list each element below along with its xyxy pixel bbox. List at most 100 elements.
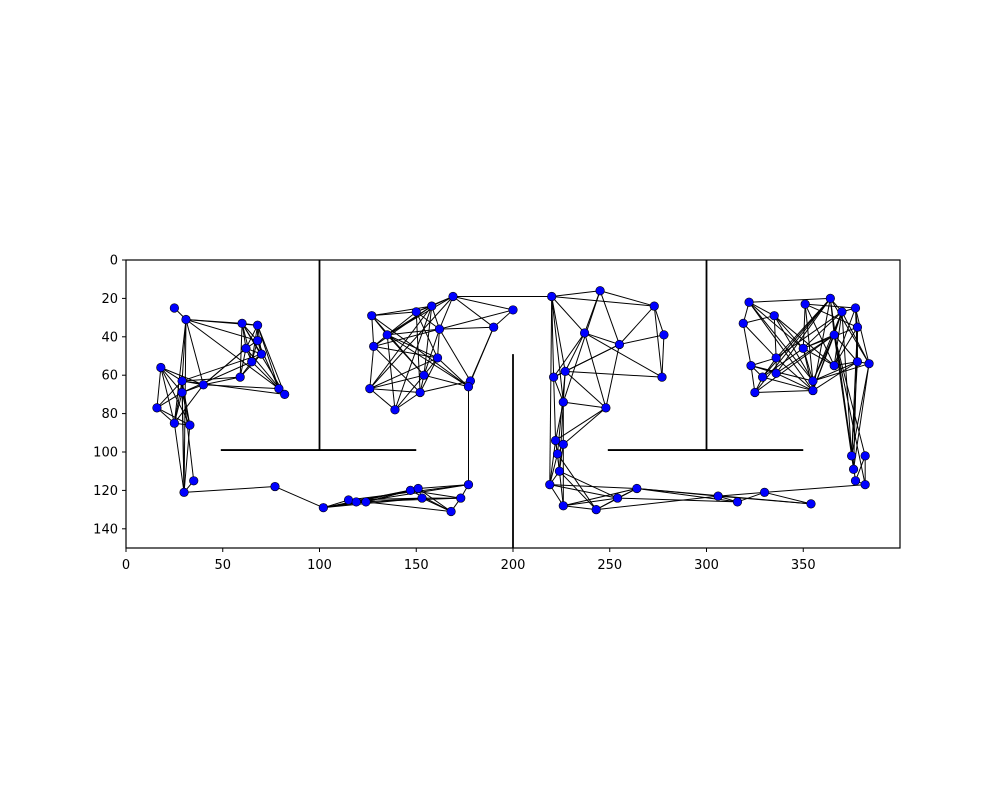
- graph-node: [713, 491, 723, 501]
- graph-node: [351, 497, 361, 507]
- graph-edge: [803, 326, 858, 349]
- graph-edge: [257, 325, 286, 395]
- graph-edge: [371, 311, 417, 317]
- graph-edge: [803, 347, 835, 367]
- graph-edge: [439, 326, 494, 330]
- graph-node: [169, 418, 179, 428]
- y-tick-label: 0: [110, 254, 118, 269]
- graph-edge: [369, 357, 438, 390]
- graph-edge: [160, 367, 175, 424]
- graph-edge: [841, 311, 870, 364]
- graph-edge: [804, 303, 858, 328]
- graph-node: [198, 380, 208, 390]
- graph-edge: [251, 361, 280, 389]
- graph-node: [558, 501, 568, 511]
- graph-node: [446, 506, 456, 517]
- graph-node: [181, 314, 191, 325]
- graph-edge: [348, 497, 423, 501]
- graph-node: [367, 311, 377, 321]
- graph-edge: [617, 497, 738, 503]
- graph-node: [771, 368, 781, 378]
- graph-edge: [564, 332, 586, 372]
- graph-node: [411, 307, 421, 317]
- graph-node: [382, 330, 392, 340]
- graph-node: [432, 353, 443, 363]
- graph-edge: [584, 332, 663, 378]
- graph-edge: [718, 495, 812, 505]
- graph-edge: [775, 357, 814, 391]
- graph-edge: [563, 401, 606, 409]
- graph-edge: [584, 332, 620, 345]
- graph-edge: [394, 392, 421, 411]
- graph-edge: [181, 392, 191, 426]
- graph-edge: [365, 497, 423, 503]
- graph-edge: [833, 334, 853, 456]
- graph-edge: [775, 372, 814, 392]
- nodes-layer: [152, 286, 874, 517]
- graph-node: [405, 485, 416, 496]
- graph-node: [237, 318, 247, 328]
- graph-edge: [773, 315, 777, 358]
- graph-edge: [415, 311, 438, 359]
- graph-node: [649, 301, 659, 311]
- graph-node: [270, 481, 280, 492]
- graph-edge: [386, 334, 469, 388]
- graph-edge: [553, 332, 586, 378]
- graph-node: [318, 503, 328, 513]
- graph-node: [852, 357, 863, 367]
- graph-edge: [742, 323, 777, 359]
- graph-edge: [394, 374, 425, 411]
- graph-node: [189, 476, 199, 486]
- graph-node: [732, 497, 743, 507]
- graph-node: [489, 322, 499, 332]
- graph-edge: [775, 298, 831, 359]
- graph-node: [463, 382, 474, 392]
- graph-node: [427, 301, 437, 311]
- graph-node: [252, 336, 263, 346]
- graph-node: [560, 366, 570, 376]
- graph-edge: [718, 491, 765, 497]
- graph-edge: [173, 319, 187, 424]
- x-tick-label: 250: [597, 558, 622, 573]
- graph-edge: [764, 484, 866, 493]
- x-tick-label: 150: [404, 558, 429, 573]
- graph-node: [235, 372, 245, 382]
- y-tick-label: 40: [101, 330, 118, 345]
- graph-edge: [737, 491, 765, 503]
- graph-node: [746, 361, 756, 371]
- graph-node: [825, 293, 835, 304]
- graph-node: [417, 493, 427, 503]
- graph-edge: [653, 305, 665, 336]
- graph-node: [864, 359, 874, 369]
- graph-edge: [274, 486, 324, 509]
- graph-node: [179, 487, 189, 497]
- graph-edge: [762, 376, 814, 392]
- graph-edge: [241, 323, 253, 362]
- graph-edge: [563, 487, 637, 507]
- graph-edge: [605, 344, 620, 408]
- graph-node: [343, 495, 354, 505]
- x-tick-label: 100: [307, 558, 332, 573]
- graph-node: [558, 439, 568, 449]
- graph-edge: [371, 315, 469, 388]
- y-tick-label: 60: [101, 369, 118, 384]
- y-tick-label: 80: [101, 407, 118, 422]
- graph-node: [829, 330, 839, 340]
- graph-edge: [551, 296, 564, 403]
- graph-node: [595, 286, 605, 296]
- graph-edge: [805, 303, 856, 309]
- y-tick-label: 20: [101, 292, 118, 307]
- graph-edge: [754, 298, 831, 393]
- graph-edge: [812, 311, 843, 382]
- graph-edge: [653, 306, 663, 378]
- graph-node: [369, 341, 379, 352]
- graph-edge: [387, 328, 440, 336]
- walls-layer: [220, 260, 804, 548]
- graph-edge: [562, 290, 601, 403]
- graph-edge: [371, 315, 375, 347]
- graph-node: [252, 320, 263, 330]
- graph-edge: [551, 296, 566, 372]
- graph-node: [247, 357, 257, 367]
- graph-node: [456, 493, 466, 503]
- graph-node: [579, 328, 590, 338]
